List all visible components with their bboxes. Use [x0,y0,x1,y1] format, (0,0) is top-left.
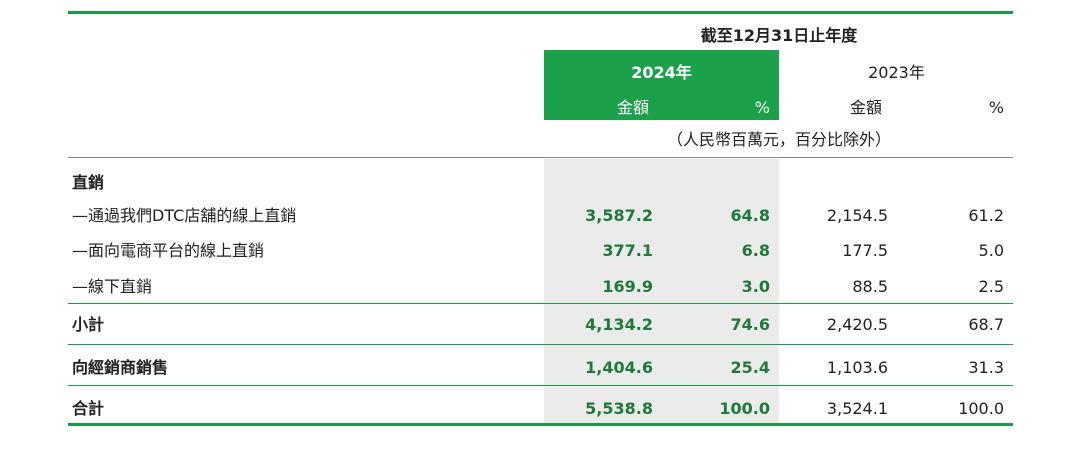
cell: 6.8 [741,241,770,260]
cell: 61.2 [968,206,1004,225]
cell: 3,524.1 [826,399,888,418]
column-header: % [988,98,1004,117]
header-rule [68,157,1013,158]
row-rule [68,303,1013,304]
row-label: —線下直銷 [72,277,153,296]
column-header: 金額 [617,98,650,117]
cell: 5.0 [978,241,1004,260]
cell: 88.5 [852,277,888,296]
cell: 25.4 [730,358,770,377]
row-label: —面向電商平台的線上直銷 [72,241,265,260]
cell: 2.5 [978,277,1004,296]
cell: 100.0 [958,399,1004,418]
cell: 100.0 [719,399,770,418]
row-label: 小計 [72,315,105,334]
cell: 377.1 [602,241,653,260]
cell: 31.3 [968,358,1004,377]
unit-note: （人民幣百萬元，百分比除外） [666,130,891,149]
cell: 74.6 [730,315,770,334]
cell: 5,538.8 [585,399,653,418]
year: 2024年 [631,63,692,82]
cell: 3,587.2 [585,206,653,225]
cell: 1,103.6 [826,358,888,377]
column-header: 金額 [850,98,883,117]
cell: 177.5 [842,241,888,260]
row-label: 直銷 [72,173,105,192]
row-label: —通過我們DTC店舖的線上直銷 [72,206,297,225]
top-rule [68,11,1013,14]
cell: 3.0 [741,277,770,296]
cell: 2,420.5 [826,315,888,334]
row-rule [68,385,1013,386]
cell: 1,404.6 [585,358,653,377]
highlight-column [544,159,779,424]
year: 2023年 [868,63,925,82]
cell: 64.8 [730,206,770,225]
period: 截至12月31日止年度 [700,26,858,45]
cell: 68.7 [968,315,1004,334]
cell: 2,154.5 [826,206,888,225]
column-header: % [754,98,770,117]
cell: 4,134.2 [585,315,653,334]
row-rule [68,423,1013,426]
row-label: 向經銷商銷售 [72,358,169,377]
cell: 169.9 [602,277,653,296]
highlight-header [544,50,779,120]
row-label: 合計 [72,399,105,418]
row-rule [68,344,1013,345]
